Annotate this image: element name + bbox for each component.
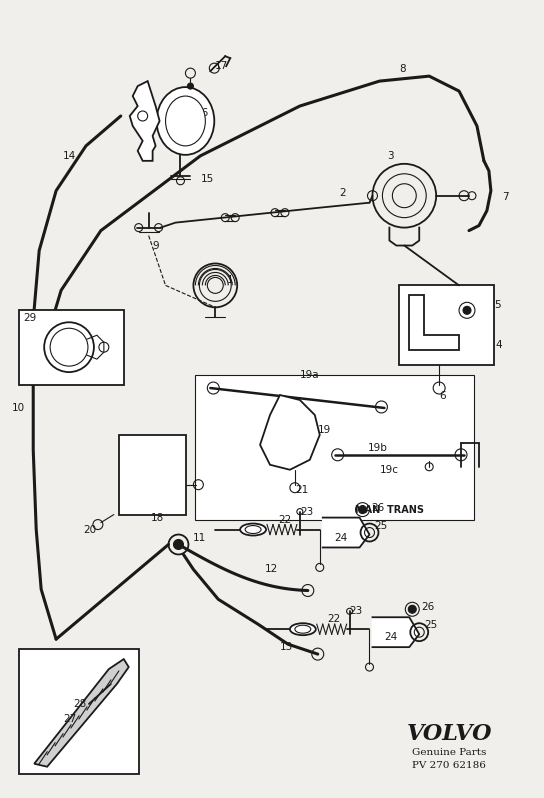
Ellipse shape — [240, 523, 266, 535]
Text: Genuine Parts: Genuine Parts — [412, 749, 486, 757]
Ellipse shape — [157, 87, 214, 155]
Polygon shape — [373, 617, 419, 647]
Circle shape — [188, 83, 194, 89]
Text: 24: 24 — [385, 632, 398, 642]
Text: 25: 25 — [424, 620, 437, 630]
Circle shape — [358, 506, 367, 514]
Text: 3: 3 — [387, 151, 394, 161]
Ellipse shape — [245, 526, 261, 534]
Text: 25: 25 — [374, 520, 388, 531]
Text: 22: 22 — [278, 515, 291, 524]
Bar — [19, 649, 139, 774]
Text: PV 270 62186: PV 270 62186 — [412, 761, 486, 770]
Text: 12: 12 — [265, 564, 279, 575]
Text: 19a: 19a — [300, 370, 319, 380]
Text: 20: 20 — [83, 524, 96, 535]
Text: 19: 19 — [318, 425, 331, 435]
Text: 13: 13 — [280, 642, 293, 652]
Circle shape — [463, 306, 471, 314]
Polygon shape — [129, 81, 159, 161]
Text: 15: 15 — [200, 174, 214, 184]
Polygon shape — [34, 659, 129, 767]
Text: 23: 23 — [350, 606, 363, 616]
Text: 8: 8 — [399, 64, 406, 74]
Text: 2: 2 — [339, 188, 347, 198]
Ellipse shape — [165, 96, 205, 146]
Bar — [399, 286, 494, 365]
Text: 26: 26 — [372, 503, 385, 512]
Bar — [119, 435, 187, 515]
Text: 1: 1 — [227, 275, 234, 286]
Text: 21: 21 — [295, 484, 308, 495]
Text: 16: 16 — [195, 108, 209, 118]
Polygon shape — [409, 295, 459, 350]
Text: 19c: 19c — [380, 464, 398, 475]
Text: 9: 9 — [153, 240, 159, 251]
Text: 28: 28 — [73, 699, 86, 709]
Text: 11: 11 — [193, 532, 206, 543]
Circle shape — [409, 605, 416, 613]
Bar — [195, 375, 474, 519]
Text: 18: 18 — [151, 512, 164, 523]
Polygon shape — [323, 518, 369, 547]
Text: 27: 27 — [63, 714, 76, 724]
Text: 7: 7 — [502, 192, 509, 202]
Text: 17: 17 — [215, 61, 228, 71]
Text: 19b: 19b — [368, 443, 387, 452]
Ellipse shape — [295, 625, 311, 633]
Text: MAN  TRANS: MAN TRANS — [355, 504, 424, 515]
Polygon shape — [260, 395, 320, 470]
Text: 14: 14 — [63, 151, 76, 161]
Text: 29: 29 — [23, 314, 36, 323]
Text: 22: 22 — [327, 614, 341, 624]
Ellipse shape — [290, 623, 316, 635]
Bar — [19, 310, 124, 385]
Text: 10: 10 — [11, 403, 24, 413]
Text: 26: 26 — [421, 602, 435, 612]
Text: 23: 23 — [300, 507, 313, 516]
Text: 6: 6 — [439, 391, 446, 401]
Text: 5: 5 — [494, 300, 500, 310]
Text: 4: 4 — [496, 340, 503, 350]
Text: VOLVO: VOLVO — [406, 723, 492, 745]
Text: 24: 24 — [335, 532, 348, 543]
Circle shape — [174, 539, 183, 550]
